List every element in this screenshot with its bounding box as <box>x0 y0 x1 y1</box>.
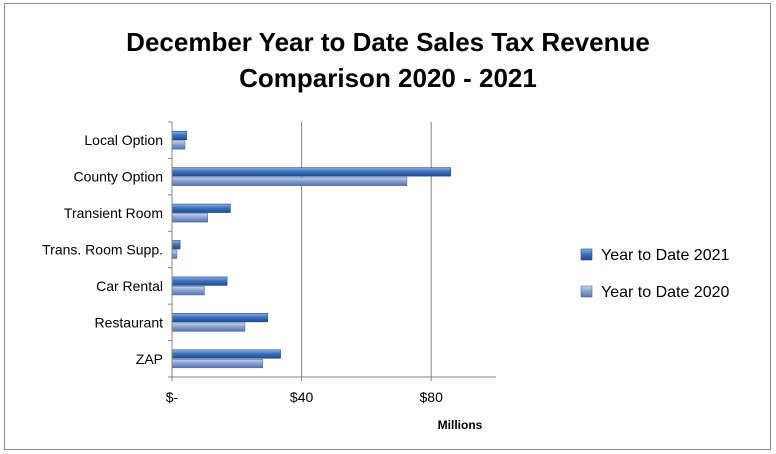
category-labels: Local Option County Option Transient Room T… <box>42 132 163 367</box>
category-label-0: Local Option <box>84 132 163 148</box>
axes <box>168 121 496 381</box>
bar-2021-5 <box>171 313 268 323</box>
bar-2020-0 <box>171 140 186 150</box>
bar-2020-2 <box>171 213 208 223</box>
chart-title-line-1: December Year to Date Sales Tax Revenue <box>126 27 650 57</box>
chart-frame <box>4 3 771 450</box>
bar-2020-5 <box>171 322 246 332</box>
bar-2020-4 <box>171 286 205 296</box>
chart-title: December Year to Date Sales Tax Revenue … <box>0 24 776 96</box>
x-tick-label-1: $40 <box>290 389 314 405</box>
bar-2020-6 <box>171 358 264 369</box>
bar-2020-1 <box>171 176 408 186</box>
bar-2021-1 <box>171 167 451 177</box>
chart-title-line-2: Comparison 2020 - 2021 <box>239 63 537 93</box>
legend-swatch-2021 <box>580 248 593 261</box>
bar-2021-3 <box>171 240 181 250</box>
legend-label-2020: Year to Date 2020 <box>601 284 730 301</box>
bar-2021-4 <box>171 276 228 286</box>
category-label-2: Transient Room <box>64 205 163 221</box>
x-tick-labels: $- $40 $80 <box>166 389 443 405</box>
category-label-5: Restaurant <box>95 314 164 330</box>
bars <box>171 130 451 369</box>
gridlines <box>301 122 432 377</box>
x-axis-title: Millions <box>438 418 483 432</box>
legend: Year to Date 2021 Year to Date 2020 <box>580 247 730 301</box>
category-label-1: County Option <box>74 169 164 185</box>
x-tick-label-2: $80 <box>420 389 444 405</box>
bar-2021-0 <box>171 130 187 141</box>
category-label-3: Trans. Room Supp. <box>42 242 163 258</box>
category-label-6: ZAP <box>136 351 163 367</box>
bar-2021-2 <box>171 203 231 213</box>
bar-2020-3 <box>171 249 178 259</box>
legend-label-2021: Year to Date 2021 <box>601 247 730 264</box>
x-tick-label-0: $- <box>166 389 179 405</box>
category-label-4: Car Rental <box>96 278 163 294</box>
legend-swatch-2020 <box>580 285 593 298</box>
bar-2021-6 <box>171 349 281 359</box>
